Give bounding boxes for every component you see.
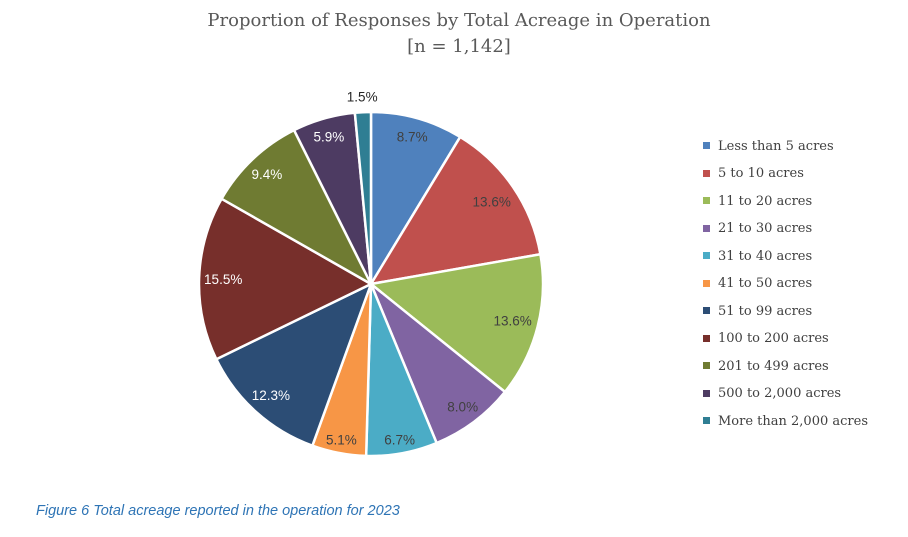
legend-item: 31 to 40 acres bbox=[703, 242, 868, 270]
legend-item: 201 to 499 acres bbox=[703, 352, 868, 380]
chart-title-line1: Proportion of Responses by Total Acreage… bbox=[207, 10, 711, 31]
pie-slice bbox=[215, 282, 373, 447]
legend-item: 5 to 10 acres bbox=[703, 160, 868, 188]
legend-label: 5 to 10 acres bbox=[718, 166, 804, 182]
legend-item: 51 to 99 acres bbox=[703, 297, 868, 325]
legend-swatch-icon bbox=[703, 307, 710, 315]
legend-item: More than 2,000 acres bbox=[703, 407, 868, 435]
legend-label: 201 to 499 acres bbox=[718, 358, 829, 374]
legend-label: 31 to 40 acres bbox=[718, 248, 813, 264]
slice-percentage-label: 5.9% bbox=[314, 130, 345, 145]
chart-title: Proportion of Responses by Total Acreage… bbox=[10, 8, 908, 60]
legend-swatch-icon bbox=[703, 197, 710, 205]
legend-swatch-icon bbox=[703, 389, 710, 397]
legend-label: 11 to 20 acres bbox=[718, 193, 813, 209]
legend-swatch-icon bbox=[703, 417, 710, 425]
legend-item: 21 to 30 acres bbox=[703, 215, 868, 243]
pie-slice bbox=[197, 197, 373, 361]
legend-item: 41 to 50 acres bbox=[703, 270, 868, 298]
slice-percentage-label: 8.0% bbox=[447, 399, 478, 414]
legend-label: 500 to 2,000 acres bbox=[718, 386, 842, 402]
legend-swatch-icon bbox=[703, 142, 710, 150]
legend-swatch-icon bbox=[703, 224, 710, 232]
pie-slice bbox=[353, 110, 373, 286]
legend-swatch-icon bbox=[703, 169, 710, 177]
slice-percentage-label: 15.5% bbox=[204, 272, 242, 287]
chart-legend: Less than 5 acres 5 to 10 acres 11 to 20 a… bbox=[703, 132, 868, 435]
legend-item: Less than 5 acres bbox=[703, 132, 868, 160]
slice-percentage-label: 12.3% bbox=[252, 388, 290, 403]
slice-percentage-label: 1.5% bbox=[347, 90, 378, 105]
legend-label: Less than 5 acres bbox=[718, 138, 834, 154]
slice-percentage-label: 5.1% bbox=[326, 432, 357, 447]
slice-percentage-label: 13.6% bbox=[473, 194, 511, 209]
legend-label: More than 2,000 acres bbox=[718, 413, 868, 429]
legend-label: 100 to 200 acres bbox=[718, 331, 829, 347]
legend-label: 21 to 30 acres bbox=[718, 221, 813, 237]
legend-swatch-icon bbox=[703, 279, 710, 287]
legend-label: 51 to 99 acres bbox=[718, 303, 813, 319]
slice-percentage-label: 6.7% bbox=[384, 432, 415, 447]
legend-item: 100 to 200 acres bbox=[703, 325, 868, 353]
legend-swatch-icon bbox=[703, 334, 710, 342]
legend-label: 41 to 50 acres bbox=[718, 276, 813, 292]
pie-slice bbox=[369, 135, 542, 286]
figure-caption: Figure 6 Total acreage reported in the o… bbox=[36, 503, 400, 519]
pie-slice bbox=[369, 110, 462, 286]
legend-swatch-icon bbox=[703, 252, 710, 260]
legend-swatch-icon bbox=[703, 362, 710, 370]
legend-item: 11 to 20 acres bbox=[703, 187, 868, 215]
slice-percentage-label: 8.7% bbox=[397, 129, 428, 144]
chart-title-line2: [n = 1,142] bbox=[407, 36, 511, 57]
pie-slice bbox=[220, 128, 373, 286]
pie-slice bbox=[369, 253, 545, 394]
legend-item: 500 to 2,000 acres bbox=[703, 380, 868, 408]
slice-percentage-label: 9.4% bbox=[252, 167, 283, 182]
slice-percentage-label: 13.6% bbox=[493, 313, 531, 328]
